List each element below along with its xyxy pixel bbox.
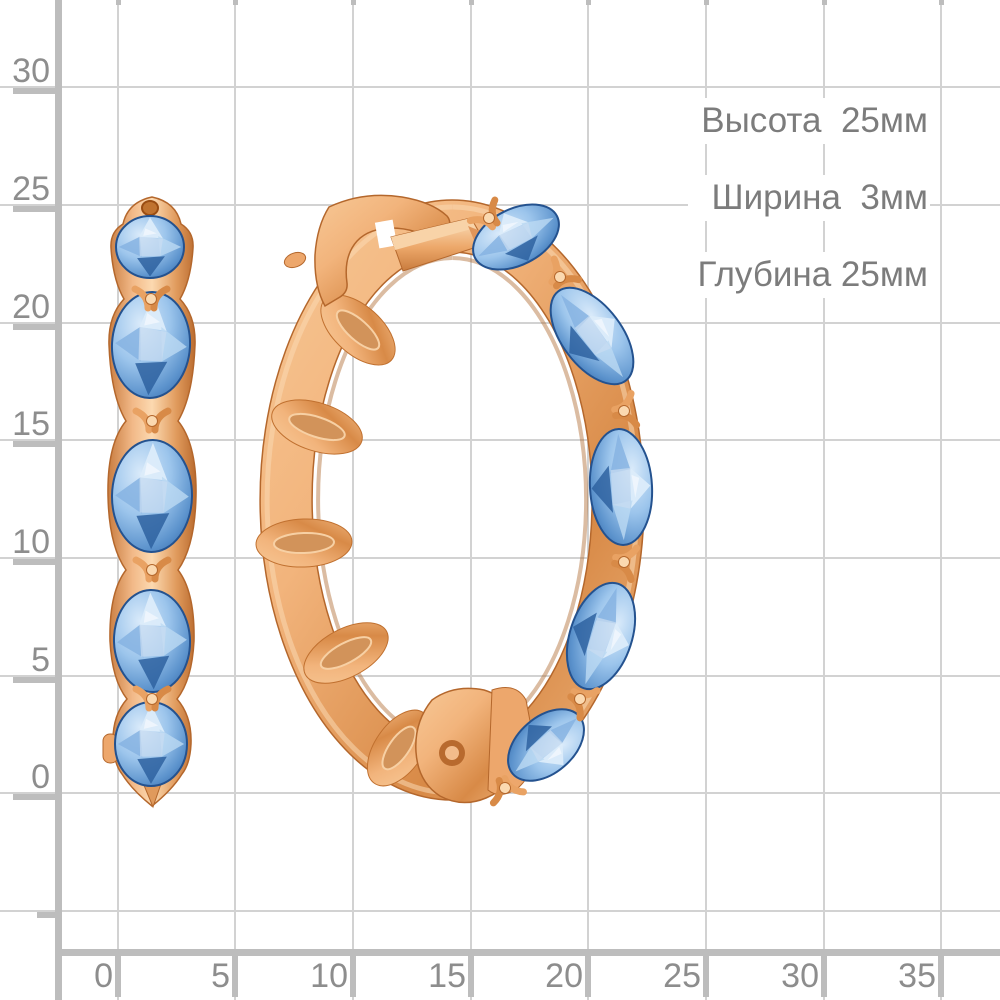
grid-top-tick [938,0,944,5]
x-axis-tick [350,952,356,997]
grid-hline [0,675,1000,677]
x-axis-line [55,949,1000,956]
x-axis-label: 25 [663,957,701,995]
prong-claw [132,556,172,583]
grid-top-tick [585,0,591,5]
gemstone [494,695,597,795]
weave-eyelet [381,725,417,771]
x-axis-label: 0 [94,957,113,995]
x-axis-tick [232,952,238,997]
grid-vline [940,0,942,1000]
y-axis-label: 30 [12,52,50,90]
weave-eyelet [288,412,346,442]
y-axis-label: 20 [12,288,50,326]
x-axis-label: 35 [898,957,936,995]
x-axis-tick [703,952,709,997]
grid-hline [0,439,1000,441]
gemstone [112,589,192,694]
grid-hline [0,910,1000,912]
gemstone [555,574,648,698]
gemstone [587,427,655,546]
grid-top-tick [350,0,356,5]
y-axis-tick [13,441,57,447]
x-axis-tick [468,952,474,997]
dimensions-panel: Высота 25мм Ширина 3мм Глубина 25мм [687,98,930,329]
grid-vline [705,0,707,1000]
grid-vline [823,0,825,1000]
grid-vline [234,0,236,1000]
dimension-width: Ширина 3мм [687,175,930,221]
prong-claw [132,685,172,712]
weave-eyelet [319,636,373,670]
gemstone [115,702,187,786]
y-axis-tick [13,559,57,565]
side-prongs [131,285,172,712]
grid-vline [352,0,354,1000]
prong-claw [548,255,583,290]
dimension-height: Высота 25мм [687,98,930,144]
grid-hline [0,204,1000,206]
y-axis-label: 5 [31,641,50,679]
y-axis-tick [13,677,57,683]
weave-eyelet [335,309,381,351]
gemstone [534,273,649,399]
gemstone [111,439,193,552]
clasp-hole [374,219,398,249]
y-axis-label: 15 [12,405,50,443]
grid-vline [587,0,589,1000]
prong-claw [567,687,601,722]
weave-eyelet [273,531,335,555]
earring-side-view [102,196,197,809]
y-axis-label: 0 [31,758,50,796]
y-axis-tick [13,324,57,330]
x-axis-tick [585,952,591,997]
x-axis-label: 10 [310,957,348,995]
x-axis-label: 15 [428,957,466,995]
grid-top-tick [232,0,238,5]
x-axis-label: 5 [211,957,230,995]
gemstone [116,216,184,278]
prong-claw [466,196,501,231]
prong-claw [132,407,172,434]
x-axis-label: 30 [781,957,819,995]
prong-claw [489,775,527,807]
y-axis-line [55,0,62,1000]
hoop-prongs [466,196,641,807]
x-axis-tick [938,952,944,997]
y-axis-tick [13,206,57,212]
grid-hline [0,557,1000,559]
clasp-hook [314,194,451,308]
hinge-rivet [445,746,459,760]
y-axis-label: 10 [12,523,50,561]
y-axis-label: 25 [12,170,50,208]
dimension-depth: Глубина 25мм [687,252,930,298]
grid-top-tick [821,0,827,5]
y-axis-tick [13,794,57,800]
x-axis-label: 20 [545,957,583,995]
x-axis-tick [115,952,121,997]
clasp-pin [283,251,307,269]
grid-hline [0,86,1000,88]
prong-claw [611,390,641,429]
side-gemstones [109,216,193,786]
grid-hline [0,322,1000,324]
gemstone [109,290,192,400]
hoop-gemstones [462,191,655,795]
prong-claw [611,544,641,583]
grid-top-tick [468,0,474,5]
earring-front-view [255,191,655,807]
clasp-latch-top-facet [391,218,475,250]
grid-top-tick [703,0,709,5]
grid-top-tick [115,0,121,5]
y-axis-tick-minor [37,912,57,918]
y-axis-tick [13,88,57,94]
x-axis-tick [821,952,827,997]
braided-weave [255,294,432,787]
grid-vline [470,0,472,1000]
prong-claw [131,285,171,312]
